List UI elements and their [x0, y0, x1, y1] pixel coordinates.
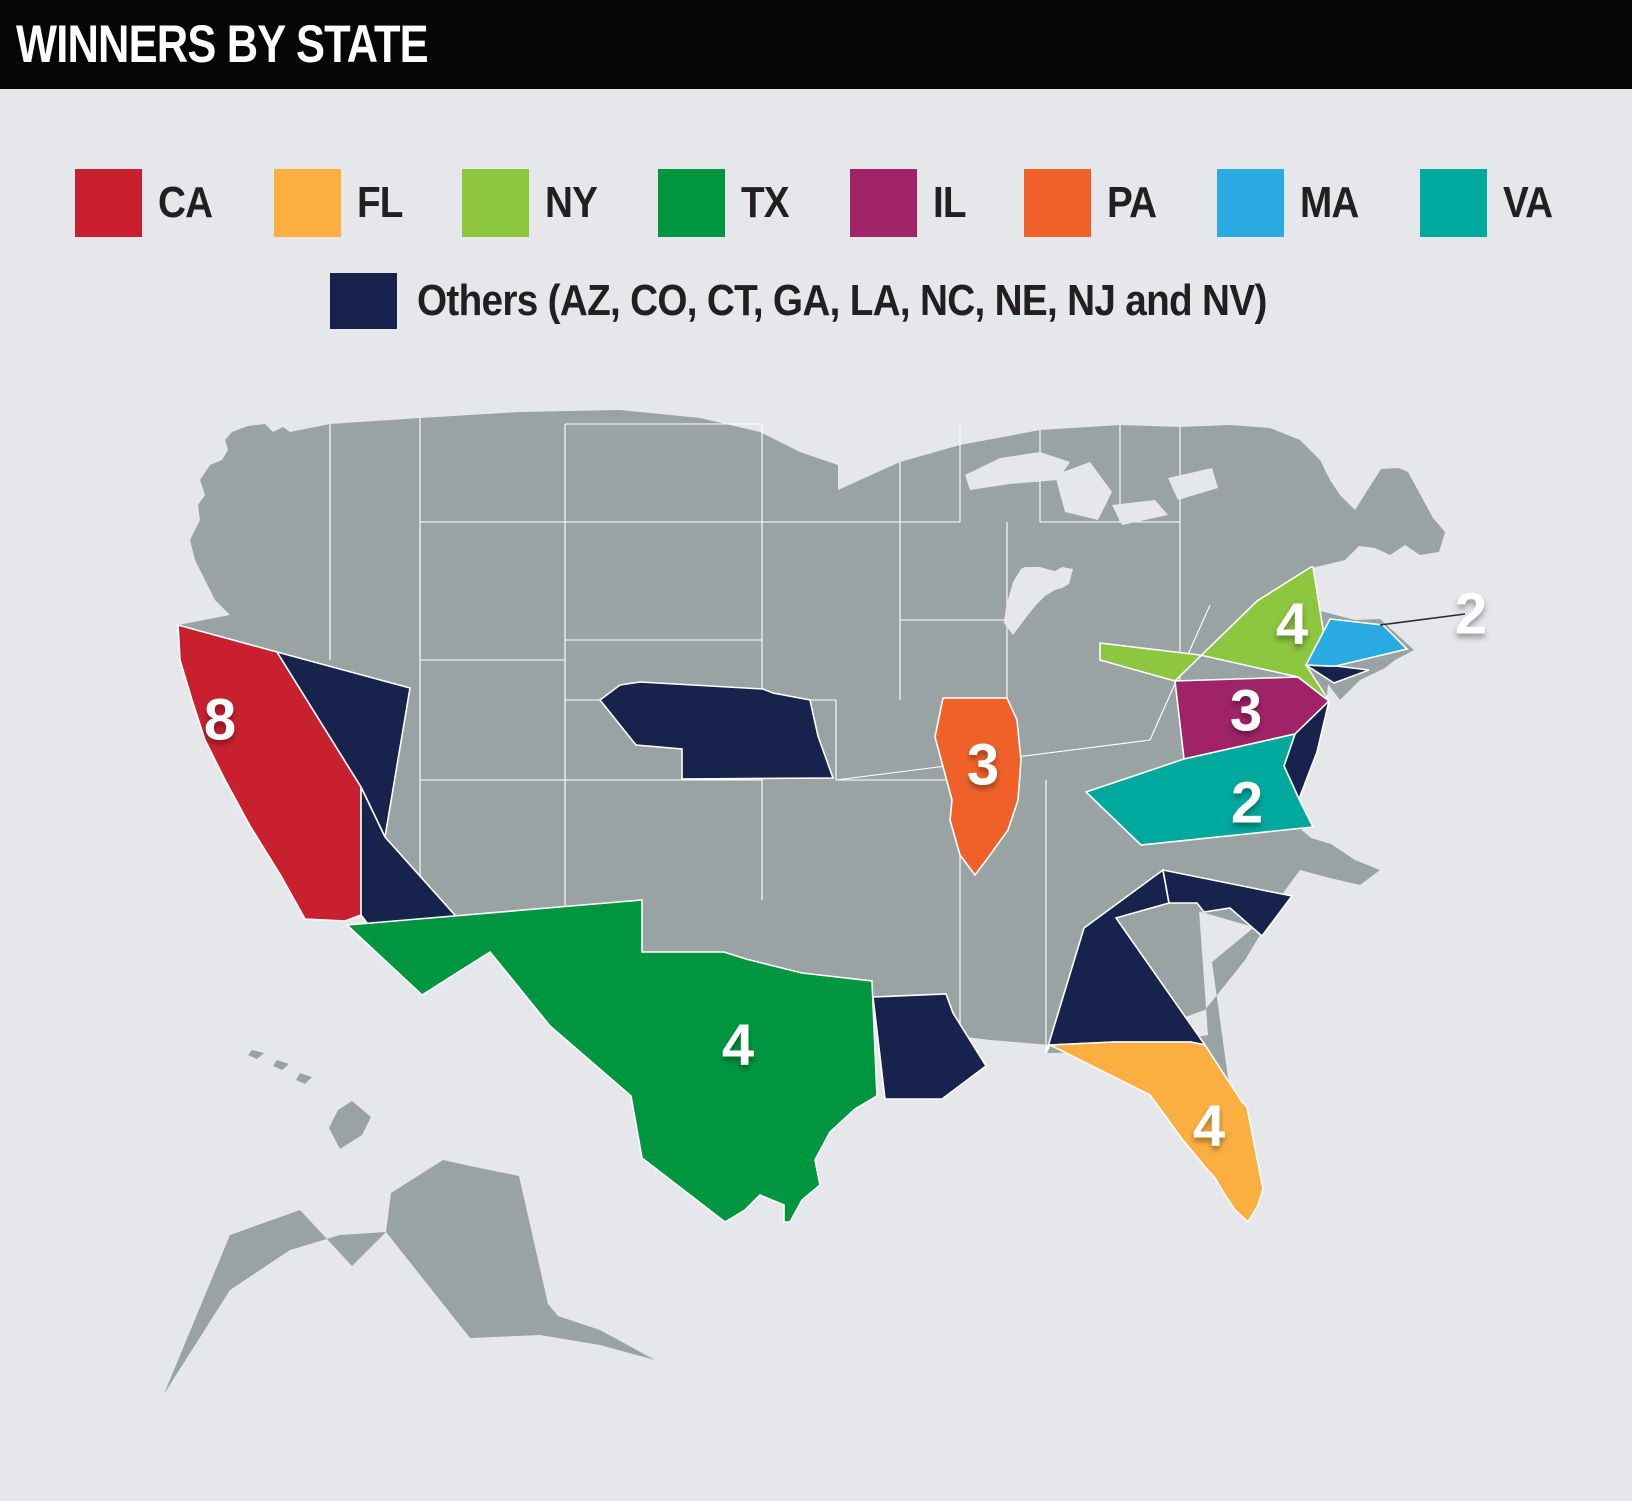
- svg-text:4: 4: [1193, 1094, 1225, 1159]
- svg-text:4: 4: [722, 1013, 754, 1078]
- svg-text:8: 8: [204, 688, 236, 753]
- svg-text:2: 2: [1231, 771, 1263, 836]
- svg-text:2: 2: [1455, 582, 1487, 647]
- svg-text:4: 4: [1276, 592, 1308, 657]
- svg-text:3: 3: [967, 733, 999, 798]
- svg-text:3: 3: [1230, 679, 1262, 744]
